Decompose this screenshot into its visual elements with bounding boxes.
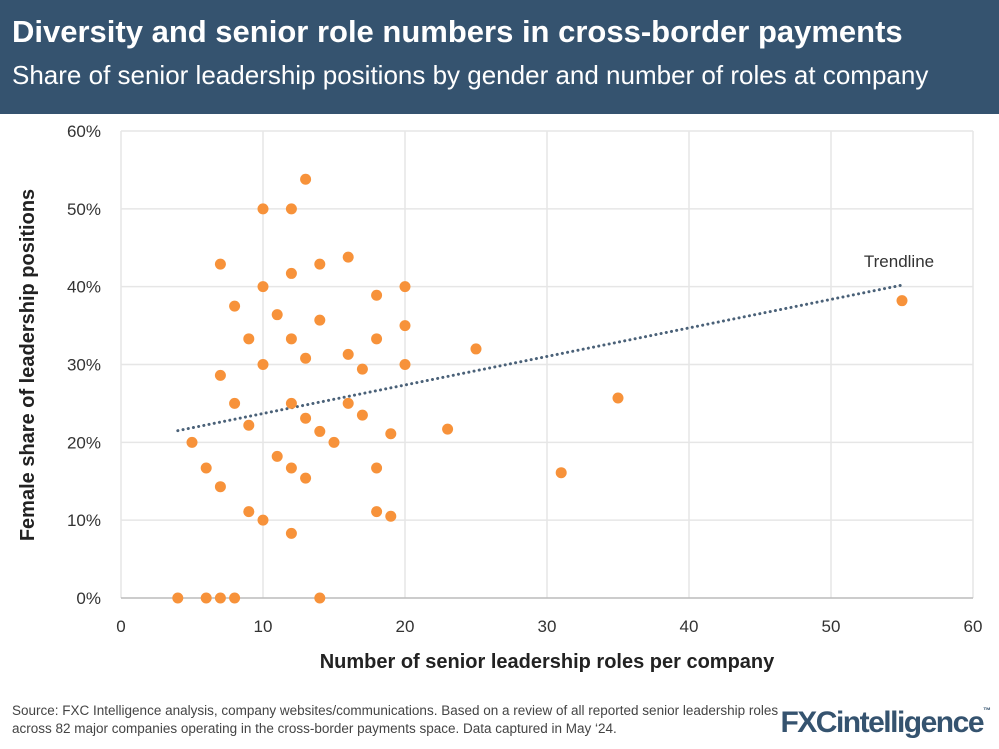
data-point: [555, 467, 567, 479]
data-point: [371, 506, 383, 518]
data-point: [342, 397, 354, 409]
y-tick-label: 20%: [67, 433, 101, 452]
x-tick-label: 10: [254, 617, 273, 636]
data-point: [257, 203, 269, 215]
data-point: [214, 258, 226, 270]
y-tick-label: 10%: [67, 511, 101, 530]
x-tick-label: 60: [964, 617, 983, 636]
data-point: [371, 289, 383, 301]
data-point: [271, 450, 283, 462]
data-point: [314, 258, 326, 270]
data-point: [257, 359, 269, 370]
data-point: [470, 343, 482, 355]
y-tick-label: 50%: [67, 200, 101, 219]
data-point: [612, 392, 624, 404]
trendline-label: Trendline: [864, 252, 934, 271]
data-point: [285, 462, 297, 474]
data-point: [214, 592, 226, 604]
data-point: [342, 348, 354, 360]
data-point: [285, 203, 297, 215]
data-point: [300, 173, 312, 185]
data-point: [356, 409, 368, 421]
data-point: [200, 592, 212, 604]
data-point: [285, 267, 297, 279]
x-tick-label: 40: [680, 617, 699, 636]
data-point: [300, 472, 312, 484]
y-tick-label: 30%: [67, 356, 101, 375]
data-point: [285, 397, 297, 409]
trendline: [176, 283, 904, 433]
data-point: [229, 397, 241, 409]
data-point: [257, 281, 269, 293]
data-point: [399, 281, 411, 293]
data-point: [214, 481, 226, 493]
x-tick-label: 20: [396, 617, 415, 636]
x-axis-label: Number of senior leadership roles per co…: [320, 651, 775, 673]
data-point: [257, 514, 269, 526]
data-point: [442, 423, 454, 435]
data-point: [356, 363, 368, 375]
data-point: [314, 425, 326, 437]
y-tick-label: 0%: [76, 589, 101, 608]
data-point: [314, 592, 326, 604]
y-tick-label: 40%: [67, 278, 101, 297]
logo-text: FXCintelligence: [780, 706, 984, 739]
chart-title: Diversity and senior role numbers in cro…: [12, 14, 903, 49]
data-point: [243, 419, 255, 431]
data-point: [371, 462, 383, 474]
x-tick-label: 50: [822, 617, 841, 636]
data-point: [399, 359, 411, 370]
data-point: [328, 436, 340, 448]
chart-subtitle: Share of senior leadership positions by …: [12, 60, 929, 90]
data-point: [214, 369, 226, 381]
source-note: Source: FXC Intelligence analysis, compa…: [12, 703, 779, 736]
y-axis-label: Female share of leadership positions: [17, 189, 39, 541]
data-point: [243, 333, 255, 345]
data-point: [229, 300, 241, 312]
data-point: [285, 333, 297, 345]
data-point: [229, 592, 241, 604]
data-point: [300, 412, 312, 424]
x-tick-label: 30: [538, 617, 557, 636]
data-point: [300, 352, 312, 364]
data-point: [243, 506, 255, 518]
data-point: [271, 309, 283, 321]
y-tick-label: 60%: [67, 122, 101, 141]
logo-tm: ™: [983, 706, 991, 715]
data-point: [385, 510, 397, 522]
data-point: [186, 436, 198, 448]
data-point: [371, 333, 383, 345]
data-point: [200, 462, 212, 474]
data-point: [399, 320, 411, 332]
data-point: [896, 295, 908, 307]
scatter-chart: 0 10 20 30 40 50 60 0% 10% 20% 30% 40% 50% 60% Trendl…: [17, 122, 983, 673]
data-point: [172, 592, 184, 604]
data-point: [342, 251, 354, 263]
data-point: [385, 428, 397, 440]
fxc-logo: FXCintelligence™: [780, 706, 991, 740]
data-point: [314, 314, 326, 326]
header: Diversity and senior role numbers in cro…: [0, 0, 999, 114]
x-tick-label: 0: [116, 617, 125, 636]
data-point: [285, 527, 297, 539]
